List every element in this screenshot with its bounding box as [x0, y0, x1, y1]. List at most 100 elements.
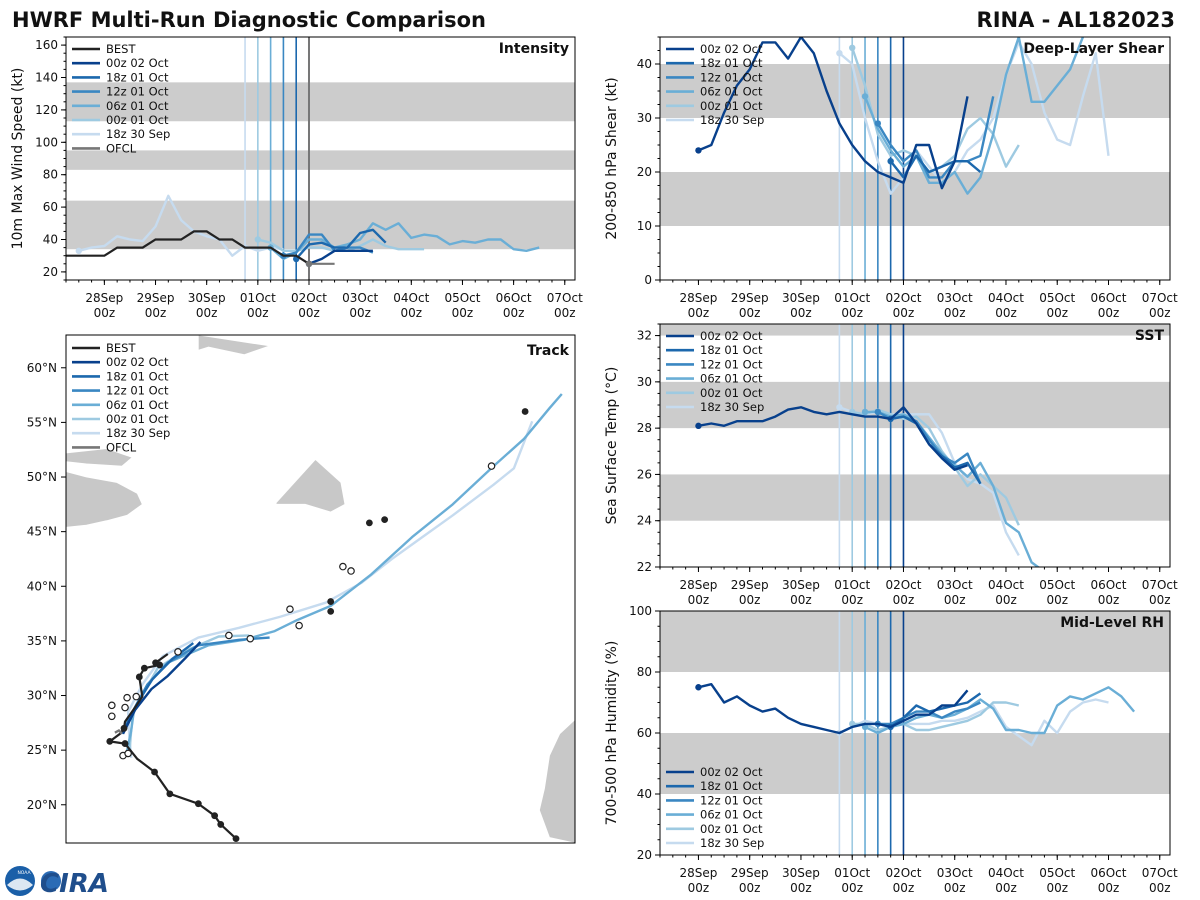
track-best-dot [166, 790, 174, 798]
shear-xtick-label: 30Sep [782, 291, 820, 305]
sst-xtick-sublabel: 00z [1046, 593, 1068, 607]
rh-band [660, 611, 1170, 672]
rh-xtick-label: 30Sep [782, 866, 820, 880]
shear-legend-label: 18z 01 Oct [700, 56, 763, 70]
track-legend-label: 12z 01 Oct [106, 384, 169, 398]
intensity-plot-area [66, 37, 575, 280]
rh-xtick-sublabel: 00z [893, 881, 915, 895]
shear-xtick-label: 03Oct [937, 291, 973, 305]
intensity-legend-label: 06z 01 Oct [106, 99, 169, 113]
shear-xtick-sublabel: 00z [688, 306, 710, 320]
track-open-dot [286, 605, 294, 614]
shear-legend-label: 12z 01 Oct [700, 70, 763, 84]
sst-xtick-label: 06Oct [1090, 578, 1126, 592]
sst-legend-label: 18z 01 Oct [700, 343, 763, 357]
track-best-dot [140, 664, 148, 672]
intensity-xtick-sublabel: 00z [94, 306, 116, 320]
track-lat-label: 20°N [27, 798, 57, 812]
rh-legend-label: 00z 02 Oct [700, 765, 763, 779]
shear-xtick-sublabel: 00z [790, 306, 812, 320]
rh-ytick-label: 100 [629, 604, 652, 618]
sst-ytick-label: 24 [637, 514, 652, 528]
shear-title: Deep-Layer Shear [1023, 41, 1164, 57]
shear-series-start-point [849, 44, 856, 51]
sst-plot-area [660, 324, 1170, 567]
shear-series-start-point [695, 147, 702, 154]
shear-legend-label: 06z 01 Oct [700, 85, 763, 99]
intensity-xtick-sublabel: 00z [349, 306, 371, 320]
track-lat-label: 30°N [27, 689, 57, 703]
track-open-dot [121, 703, 129, 712]
track-lat-label: 45°N [27, 525, 57, 539]
track-open-dot [487, 462, 496, 470]
sst-series-start-point [695, 422, 702, 430]
shear-xtick-sublabel: 00z [841, 306, 863, 320]
track-best-dot [135, 673, 143, 681]
shear-xtick-label: 02Oct [885, 291, 921, 305]
sst-legend-label: 00z 02 Oct [700, 329, 763, 343]
sst-xtick-sublabel: 00z [1149, 593, 1171, 607]
track-ofcl-line [114, 728, 123, 735]
rh-ytick-label: 40 [637, 787, 652, 801]
intensity-band [66, 82, 575, 122]
intensity-series-line [269, 222, 540, 261]
sst-title: SST [1135, 328, 1165, 344]
rh-series-line [698, 683, 969, 735]
land-polygon [275, 458, 346, 513]
shear-ylabel: 200-850 hPa Shear (kt) [604, 77, 620, 239]
sst-ytick-label: 28 [637, 421, 652, 435]
sst-ytick-label: 22 [637, 560, 652, 574]
shear-band [660, 172, 1170, 226]
intensity-legend-label: 18z 01 Oct [106, 70, 169, 84]
rh-legend-label: 18z 30 Sep [700, 836, 764, 850]
sst-xtick-label: 04Oct [988, 578, 1024, 592]
intensity-ylabel: 10m Max Wind Speed (kt) [10, 68, 26, 250]
intensity-panel: 2040608010012014016028Sep00z29Sep00z30Se… [10, 36, 583, 320]
track-open-dot [123, 693, 131, 702]
shear-legend-label: 00z 01 Oct [700, 99, 763, 113]
shear-series-start-point [887, 158, 894, 165]
rh-xtick-sublabel: 00z [739, 881, 761, 895]
sst-xtick-label: 05Oct [1039, 578, 1075, 592]
intensity-xtick-sublabel: 00z [452, 306, 474, 320]
intensity-xtick-sublabel: 00z [196, 306, 218, 320]
rh-ylabel: 700-500 hPa Humidity (%) [604, 641, 620, 826]
rh-legend-label: 18z 01 Oct [700, 779, 763, 793]
intensity-ytick-label: 120 [35, 103, 58, 117]
shear-ytick-label: 20 [637, 165, 652, 179]
shear-xtick-label: 06Oct [1090, 291, 1126, 305]
intensity-ytick-label: 140 [35, 71, 58, 85]
track-open-dot [108, 712, 116, 721]
land-polygon [538, 719, 575, 843]
shear-series-start-point [836, 50, 843, 57]
track-lat-label: 25°N [27, 743, 57, 757]
intensity-legend-label: BEST [106, 42, 136, 56]
shear-series-line [863, 37, 1085, 195]
track-legend-label: BEST [106, 341, 136, 355]
intensity-xtick-label: 07Oct [547, 291, 583, 305]
shear-series-line [838, 41, 1110, 195]
intensity-xtick-label: 02Oct [291, 291, 327, 305]
intensity-xtick-sublabel: 00z [401, 306, 423, 320]
noaa-label: NOAA [17, 870, 31, 876]
sst-xtick-label: 02Oct [885, 578, 921, 592]
sst-xtick-sublabel: 00z [841, 593, 863, 607]
rh-xtick-label: 07Oct [1142, 866, 1178, 880]
rh-xtick-sublabel: 00z [1046, 881, 1068, 895]
sst-ylabel: Sea Surface Temp (°C) [604, 367, 620, 525]
shear-ytick-label: 10 [637, 219, 652, 233]
sst-ytick-label: 30 [637, 375, 652, 389]
sst-xtick-sublabel: 00z [893, 593, 915, 607]
shear-xtick-sublabel: 00z [1098, 306, 1120, 320]
track-best-dot [217, 821, 225, 828]
track-forecast-line [124, 393, 563, 756]
sst-ytick-label: 26 [637, 467, 652, 481]
intensity-series-line [295, 228, 387, 260]
sst-xtick-sublabel: 00z [688, 593, 710, 607]
rh-xtick-label: 04Oct [988, 866, 1024, 880]
sst-xtick-sublabel: 00z [739, 593, 761, 607]
sst-xtick-sublabel: 00z [944, 593, 966, 607]
intensity-legend-label: OFCL [106, 141, 137, 155]
sst-legend-label: 18z 30 Sep [700, 400, 764, 414]
